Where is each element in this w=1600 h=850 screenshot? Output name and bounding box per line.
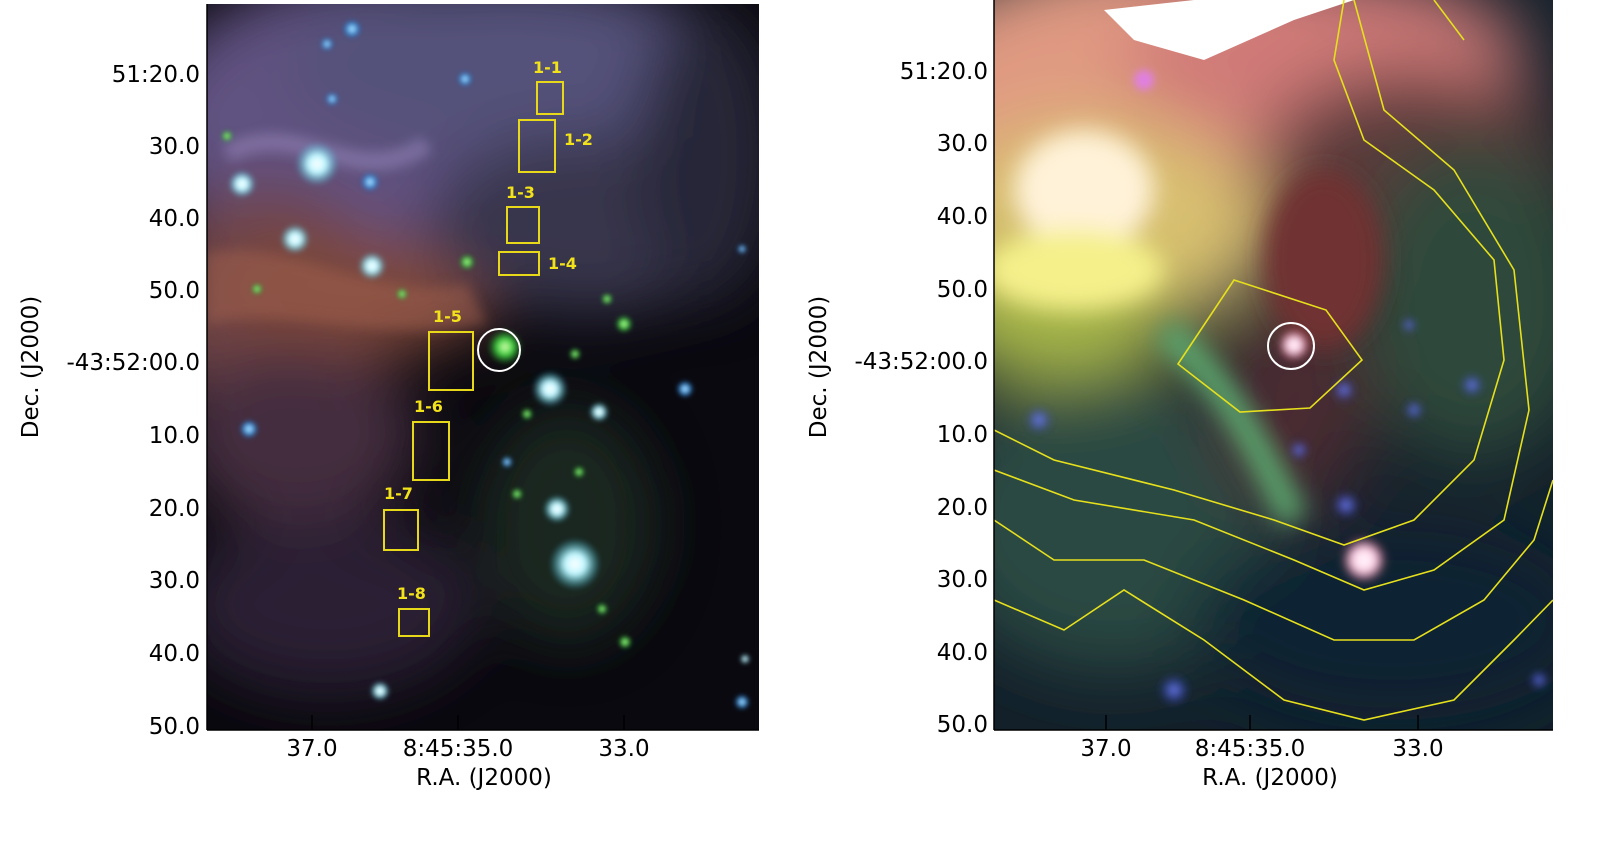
y-tick-label: 50.0 [148, 714, 200, 740]
y-tick-label: 51:20.0 [899, 59, 988, 85]
region-label: 1-8 [397, 584, 426, 603]
region-label: 1-7 [384, 484, 413, 503]
right-image-svg [994, 0, 1553, 730]
left-image-svg [207, 4, 759, 730]
contour-6 [1433, 0, 1465, 41]
x-tick-label: 33.0 [1392, 736, 1444, 762]
contour-inner [1176, 279, 1364, 413]
y-tick-label: 30.0 [936, 131, 988, 157]
y-tick-label: 40.0 [936, 204, 988, 230]
contour-4 [994, 479, 1553, 641]
y-tick-label: 50.0 [148, 278, 200, 304]
y-tick-label: 20.0 [148, 496, 200, 522]
region-box-1-6 [412, 421, 450, 481]
y-tick-label: 30.0 [936, 567, 988, 593]
region-label: 1-2 [564, 130, 593, 149]
y-tick-label: 50.0 [936, 712, 988, 738]
y-tick-label: 10.0 [936, 422, 988, 448]
region-box-1-1 [536, 81, 564, 115]
contour-lines [994, 0, 1553, 721]
x-axis-title: R.A. (J2000) [1202, 765, 1338, 791]
y-tick-label: 51:20.0 [111, 62, 200, 88]
contour-3 [994, 0, 1530, 591]
x-tick-label: 33.0 [598, 736, 650, 762]
region-box-1-3 [506, 206, 540, 244]
region-box-1-7 [383, 509, 419, 551]
region-box-1-2 [518, 119, 556, 173]
y-tick-label: 40.0 [936, 640, 988, 666]
region-label: 1-4 [548, 254, 577, 273]
y-tick-label: 10.0 [148, 423, 200, 449]
x-tick-label: 37.0 [286, 736, 338, 762]
region-box-1-8 [398, 608, 430, 637]
target-marker-circle [477, 328, 521, 372]
y-tick-label: 50.0 [936, 277, 988, 303]
region-box-1-4 [498, 251, 540, 276]
contour-2 [994, 0, 1505, 546]
region-box-1-5 [428, 331, 474, 391]
y-tick-label: 40.0 [148, 641, 200, 667]
x-tick-label: 37.0 [1080, 736, 1132, 762]
y-tick-label: 30.0 [148, 134, 200, 160]
target-marker-circle [1267, 322, 1315, 370]
x-tick-label: 8:45:35.0 [402, 736, 514, 762]
left-composite-image: 1-1 1-2 1-3 1-4 1-5 1-6 1-7 1-8 [207, 4, 759, 730]
region-boxes [383, 81, 564, 637]
region-label: 1-6 [414, 397, 443, 416]
right-composite-image [994, 0, 1553, 730]
y-tick-label: -43:52:00.0 [66, 350, 200, 376]
region-label: 1-1 [533, 58, 562, 77]
y-tick-label: -43:52:00.0 [854, 349, 988, 375]
x-tick-label: 8:45:35.0 [1194, 736, 1306, 762]
region-label: 1-3 [506, 183, 535, 202]
y-tick-label: 30.0 [148, 568, 200, 594]
y-tick-label: 20.0 [936, 495, 988, 521]
contour-5 [994, 589, 1553, 721]
x-axis-title: R.A. (J2000) [416, 765, 552, 791]
y-tick-label: 40.0 [148, 206, 200, 232]
region-label: 1-5 [433, 307, 462, 326]
y-axis-title: Dec. (J2000) [806, 295, 832, 439]
